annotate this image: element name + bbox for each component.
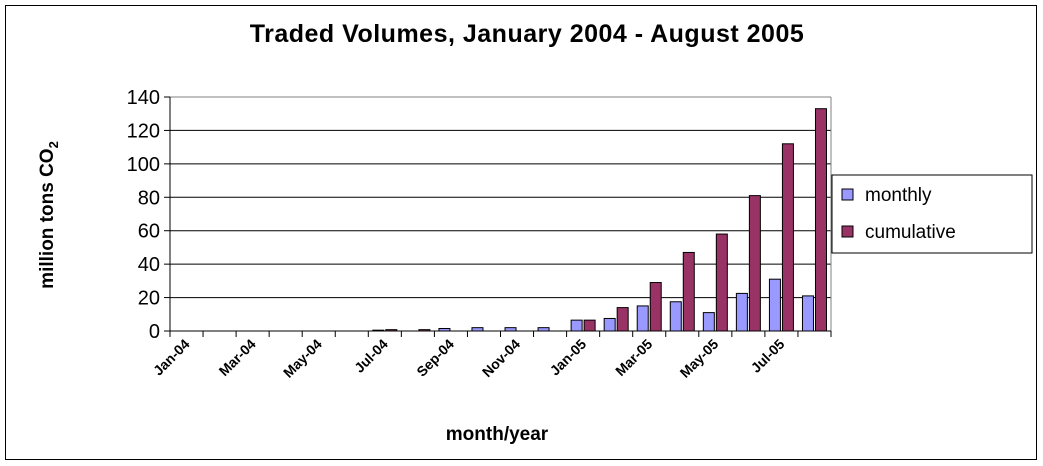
x-tick-label-Nov-04: Nov-04	[479, 336, 523, 380]
legend-swatch-cumulative	[841, 225, 854, 238]
x-tick-label-May-04: May-04	[280, 336, 325, 381]
x-axis-label: month/year	[446, 424, 549, 445]
bar-cumulative-Feb-05	[616, 307, 629, 332]
y-tick-label-80: 80	[138, 187, 160, 209]
y-axis-label-subscript: 2	[46, 141, 61, 148]
bar-cumulative-Jun-05	[748, 195, 761, 332]
bar-monthly-Mar-05	[636, 305, 649, 332]
bar-monthly-Dec-04	[537, 327, 550, 332]
x-tick-label-May-05: May-05	[677, 336, 722, 381]
svg-text:million tons CO2: million tons CO2	[37, 141, 61, 289]
x-tick-label-Mar-05: Mar-05	[612, 336, 655, 379]
y-tick-label-40: 40	[138, 254, 160, 276]
bar-monthly-Oct-04	[471, 327, 484, 332]
x-tick-label-Mar-04: Mar-04	[216, 336, 259, 379]
bar-monthly-May-05	[702, 312, 715, 332]
bar-cumulative-May-05	[715, 233, 728, 332]
bar-cumulative-Jan-05	[583, 319, 596, 332]
legend: monthly cumulative	[831, 174, 1033, 254]
bar-monthly-Jul-05	[768, 278, 781, 332]
x-tick-label-Sep-04: Sep-04	[413, 336, 457, 380]
bar-monthly-Feb-05	[603, 317, 616, 332]
y-tick-label-0: 0	[149, 321, 160, 343]
legend-label-monthly: monthly	[865, 185, 932, 206]
y-axis-label-main: million tons CO	[37, 148, 58, 288]
bar-cumulative-Jul-05	[781, 143, 794, 332]
y-tick-label-120: 120	[127, 120, 160, 142]
bar-cumulative-Mar-05	[649, 282, 662, 332]
bar-cumulative-Apr-05	[682, 251, 695, 332]
y-tick-label-20: 20	[138, 288, 160, 310]
bar-monthly-Nov-04	[504, 327, 517, 332]
legend-swatch-monthly	[841, 188, 854, 201]
legend-label-cumulative: cumulative	[865, 222, 956, 243]
y-tick-label-100: 100	[127, 154, 160, 176]
chart-title: Traded Volumes, January 2004 - August 20…	[250, 20, 805, 48]
x-tick-label-Jan-05: Jan-05	[547, 336, 590, 379]
bar-monthly-Aug-05	[801, 295, 814, 332]
legend-box	[831, 174, 1033, 254]
x-tick-label-Jul-05: Jul-05	[748, 336, 788, 376]
bar-cumulative-Aug-05	[814, 108, 827, 332]
bar-monthly-Apr-05	[669, 301, 682, 332]
bar-monthly-Jun-05	[735, 292, 748, 332]
y-axis-label: million tons CO2	[37, 141, 61, 289]
x-tick-label-Jul-04: Jul-04	[351, 336, 391, 376]
bar-monthly-Jan-05	[570, 319, 583, 332]
y-tick-label-140: 140	[127, 87, 160, 109]
y-tick-label-60: 60	[138, 221, 160, 243]
